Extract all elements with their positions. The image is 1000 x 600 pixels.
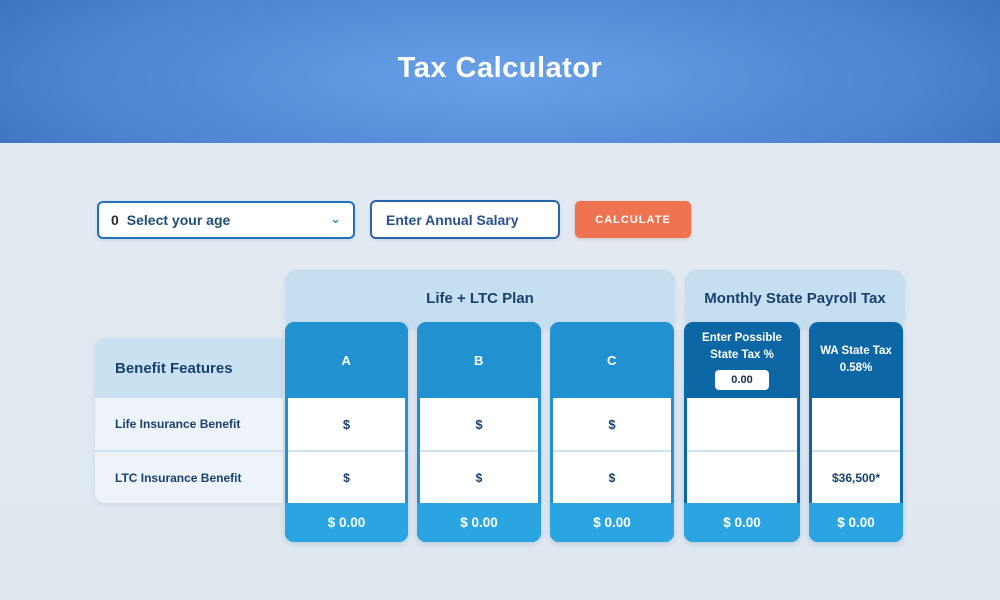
cell-life-benefit-b: $	[420, 398, 538, 450]
column-header-line1: Enter Possible	[702, 332, 782, 345]
cell-ltc-benefit-state-tax	[687, 450, 797, 503]
plan-column-c: C $ $ $ 0.00	[550, 322, 674, 542]
column-header-wa-state-tax: WA State Tax 0.58%	[809, 322, 903, 398]
plan-column-a: A $ $ $ 0.00	[285, 322, 408, 542]
total-state-tax: $ 0.00	[684, 503, 800, 542]
benefit-features-column: Benefit Features Life Insurance Benefit …	[95, 338, 283, 503]
total-wa: $ 0.00	[809, 503, 903, 542]
column-header-line1: WA State Tax	[820, 345, 892, 358]
column-header-label: A	[341, 352, 352, 368]
column-header-line2: State Tax %	[710, 349, 774, 361]
column-header-b: B	[417, 322, 541, 398]
cell-life-benefit-wa	[812, 398, 900, 450]
header-banner: Tax Calculator	[0, 0, 1000, 143]
column-header-state-tax: Enter Possible State Tax %	[684, 322, 800, 398]
age-select[interactable]: 0 Select your age ⌄	[97, 201, 355, 239]
state-tax-percent-input[interactable]	[715, 369, 769, 390]
column-header-label: C	[607, 352, 617, 368]
row-label-ltc-insurance: LTC Insurance Benefit	[95, 450, 283, 503]
group-header-life-ltc-plan: Life + LTC Plan	[285, 270, 675, 328]
benefit-features-header: Benefit Features	[95, 338, 283, 398]
cell-life-benefit-c: $	[553, 398, 671, 450]
total-b: $ 0.00	[417, 503, 541, 542]
column-header-c: C	[550, 322, 674, 398]
plan-column-b: B $ $ $ 0.00	[417, 322, 541, 542]
calculate-button[interactable]: CALCULATE	[575, 201, 691, 238]
total-a: $ 0.00	[285, 503, 408, 542]
cell-life-benefit-a: $	[288, 398, 405, 450]
state-tax-column: Enter Possible State Tax % $ 0.00	[684, 322, 800, 542]
total-c: $ 0.00	[550, 503, 674, 542]
info-icon: 0	[111, 212, 119, 228]
group-header-monthly-state-payroll-tax: Monthly State Payroll Tax	[685, 270, 905, 328]
wa-state-tax-column: WA State Tax 0.58% $36,500* $ 0.00	[809, 322, 903, 542]
cell-ltc-benefit-c: $	[553, 450, 671, 503]
cell-ltc-benefit-b: $	[420, 450, 538, 503]
cell-life-benefit-state-tax	[687, 398, 797, 450]
column-header-a: A	[285, 322, 408, 398]
page-title: Tax Calculator	[397, 52, 603, 84]
chevron-down-icon: ⌄	[330, 210, 341, 226]
cell-ltc-benefit-wa: $36,500*	[812, 450, 900, 503]
group-header-label: Monthly State Payroll Tax	[704, 290, 886, 307]
age-select-label: Select your age	[126, 212, 231, 228]
group-header-label: Life + LTC Plan	[426, 290, 534, 307]
annual-salary-input[interactable]	[370, 200, 560, 239]
column-header-line2: 0.58%	[839, 362, 873, 374]
column-header-label: B	[474, 352, 484, 368]
cell-ltc-benefit-a: $	[288, 450, 405, 503]
row-label-life-insurance: Life Insurance Benefit	[95, 398, 283, 450]
